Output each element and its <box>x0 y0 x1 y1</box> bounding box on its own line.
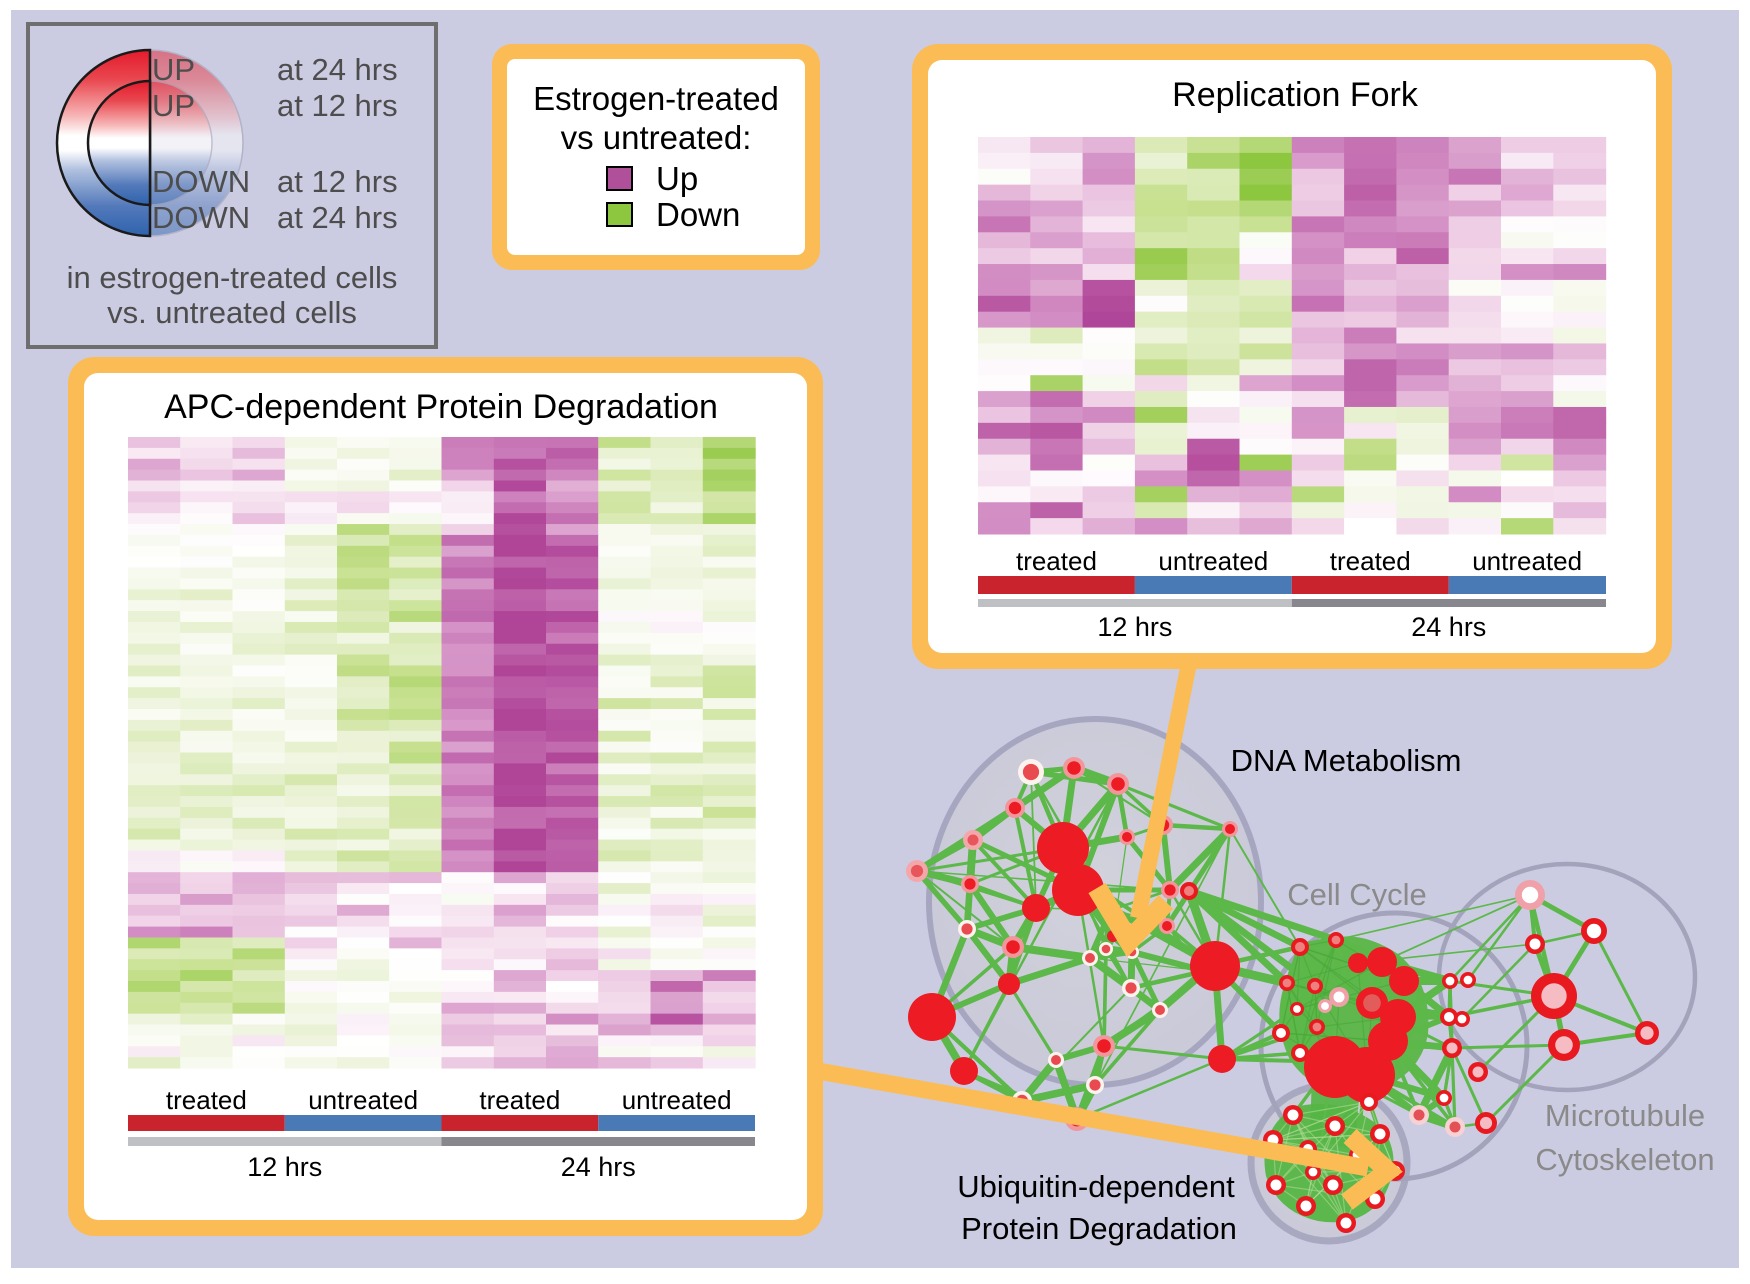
svg-text:DNA Metabolism: DNA Metabolism <box>1231 743 1462 778</box>
svg-text:Cytoskeleton: Cytoskeleton <box>1535 1142 1714 1177</box>
svg-text:Replication Fork: Replication Fork <box>1172 76 1419 114</box>
svg-text:Up: Up <box>656 160 698 197</box>
svg-text:DOWN: DOWN <box>152 200 250 235</box>
svg-text:untreated: untreated <box>1158 546 1268 576</box>
svg-text:at 24 hrs: at 24 hrs <box>277 52 398 87</box>
svg-text:24 hrs: 24 hrs <box>561 1152 636 1182</box>
svg-text:Microtubule: Microtubule <box>1545 1098 1705 1133</box>
svg-text:Ubiquitin-dependent: Ubiquitin-dependent <box>957 1169 1235 1204</box>
svg-text:Protein Degradation: Protein Degradation <box>961 1211 1237 1246</box>
svg-text:untreated: untreated <box>308 1085 418 1115</box>
svg-text:Cell Cycle: Cell Cycle <box>1287 877 1427 912</box>
svg-text:vs. untreated cells: vs. untreated cells <box>107 295 357 330</box>
svg-text:24 hrs: 24 hrs <box>1411 612 1486 642</box>
svg-text:treated: treated <box>1016 546 1097 576</box>
svg-text:APC-dependent Protein Degradat: APC-dependent Protein Degradation <box>164 388 718 426</box>
svg-text:untreated: untreated <box>622 1085 732 1115</box>
svg-text:UP: UP <box>152 88 195 123</box>
svg-text:treated: treated <box>166 1085 247 1115</box>
svg-text:in estrogen-treated cells: in estrogen-treated cells <box>67 260 398 295</box>
svg-text:at 12 hrs: at 12 hrs <box>277 88 398 123</box>
svg-text:Estrogen-treated: Estrogen-treated <box>533 80 779 117</box>
svg-text:12 hrs: 12 hrs <box>1097 612 1172 642</box>
svg-text:12 hrs: 12 hrs <box>247 1152 322 1182</box>
svg-text:at 24 hrs: at 24 hrs <box>277 200 398 235</box>
svg-text:vs untreated:: vs untreated: <box>561 119 752 156</box>
svg-text:untreated: untreated <box>1472 546 1582 576</box>
svg-text:Down: Down <box>656 196 740 233</box>
svg-text:at 12 hrs: at 12 hrs <box>277 164 398 199</box>
svg-text:treated: treated <box>479 1085 560 1115</box>
svg-text:treated: treated <box>1330 546 1411 576</box>
svg-text:DOWN: DOWN <box>152 164 250 199</box>
svg-text:UP: UP <box>152 52 195 87</box>
